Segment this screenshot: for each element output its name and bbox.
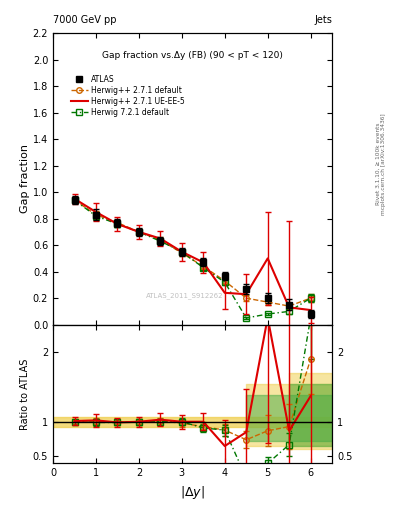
Text: Jets: Jets	[314, 15, 332, 25]
Text: ATLAS_2011_S912262: ATLAS_2011_S912262	[145, 292, 223, 299]
Legend: ATLAS, Herwig++ 2.7.1 default, Herwig++ 2.7.1 UE-EE-5, Herwig 7.2.1 default: ATLAS, Herwig++ 2.7.1 default, Herwig++ …	[68, 72, 188, 120]
Text: Rivet 3.1.10, ≥ 100k events: Rivet 3.1.10, ≥ 100k events	[376, 122, 380, 205]
Y-axis label: Ratio to ATLAS: Ratio to ATLAS	[20, 358, 30, 430]
Y-axis label: Gap fraction: Gap fraction	[20, 144, 30, 214]
Text: Gap fraction vs.Δy (FB) (90 < pT < 120): Gap fraction vs.Δy (FB) (90 < pT < 120)	[102, 51, 283, 60]
Text: 7000 GeV pp: 7000 GeV pp	[53, 15, 117, 25]
X-axis label: $|\Delta y|$: $|\Delta y|$	[180, 484, 205, 501]
Text: mcplots.cern.ch [arXiv:1306.3436]: mcplots.cern.ch [arXiv:1306.3436]	[381, 113, 386, 215]
